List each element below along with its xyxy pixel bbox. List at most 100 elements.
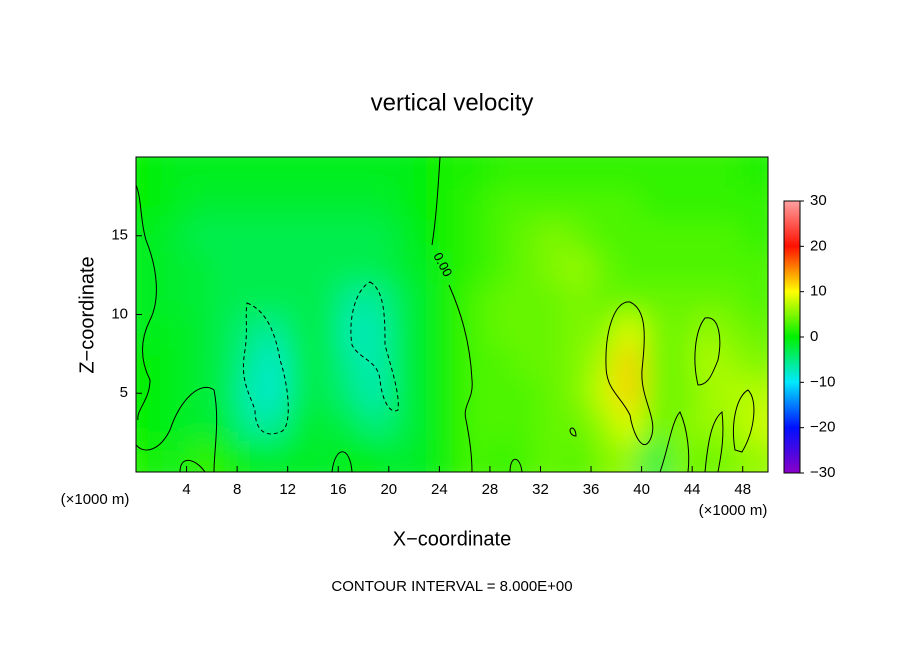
field-cell xyxy=(312,188,339,221)
field-cell xyxy=(641,251,668,284)
field-cell xyxy=(414,283,440,315)
field-cell xyxy=(287,157,314,189)
field-cell xyxy=(717,377,744,410)
field-cell xyxy=(489,346,516,378)
field-cell xyxy=(338,409,365,441)
x-tick-label: 20 xyxy=(380,481,397,498)
field-cell xyxy=(489,251,516,284)
field-cell xyxy=(692,157,718,189)
field-cell xyxy=(717,283,744,315)
field-cell xyxy=(464,188,491,221)
field-cell xyxy=(742,283,768,315)
field-cell xyxy=(338,220,365,252)
field-cell xyxy=(464,314,491,347)
field-cell xyxy=(262,314,289,347)
chart-title: vertical velocity xyxy=(371,89,534,116)
field-cell xyxy=(464,251,491,284)
contour-line xyxy=(605,301,654,446)
field-cell xyxy=(186,251,213,284)
field-cell xyxy=(211,188,238,221)
field-cell xyxy=(287,188,314,221)
field-cell xyxy=(591,283,617,315)
field-cell xyxy=(211,440,238,472)
x-tick-label: 44 xyxy=(684,481,701,498)
field-cell xyxy=(136,409,162,441)
field-cell xyxy=(161,377,188,410)
field-cell xyxy=(186,314,213,347)
field-cell xyxy=(692,188,718,221)
field-cell xyxy=(363,377,390,410)
field-cell xyxy=(641,314,668,347)
contour-line xyxy=(448,284,473,473)
field-cell xyxy=(161,314,188,347)
field-cell xyxy=(591,157,617,189)
field-cell xyxy=(287,346,314,378)
field-cell xyxy=(742,377,768,410)
field-cell xyxy=(666,377,693,410)
field-cell xyxy=(616,314,643,347)
x-tick-label: 8 xyxy=(233,481,241,498)
field-cell xyxy=(666,220,693,252)
field-cell xyxy=(414,409,440,441)
field-cell xyxy=(666,409,693,441)
field-cell xyxy=(439,188,466,221)
field-cell xyxy=(515,220,541,252)
field-cell xyxy=(692,251,718,284)
field-cell xyxy=(742,409,768,441)
field-cell xyxy=(439,377,466,410)
field-cell xyxy=(186,283,213,315)
field-cell xyxy=(742,188,768,221)
field-cell xyxy=(414,377,440,410)
field-cell xyxy=(211,220,238,252)
contour-line xyxy=(569,427,577,437)
field-cell xyxy=(363,157,390,189)
field-cell xyxy=(237,251,263,284)
cells xyxy=(136,157,768,472)
field-cell xyxy=(641,377,668,410)
field-cell xyxy=(616,283,643,315)
field-cell xyxy=(565,188,592,221)
field-cell xyxy=(717,314,744,347)
field-cell xyxy=(338,346,365,378)
x-tick-label: 24 xyxy=(431,481,448,498)
field-cell xyxy=(186,409,213,441)
field-cell xyxy=(211,346,238,378)
field-cell xyxy=(616,377,643,410)
field-cell xyxy=(312,440,339,472)
field-cell xyxy=(161,157,188,189)
contour-line xyxy=(659,411,690,473)
field-cell xyxy=(540,409,567,441)
field-cell xyxy=(136,188,162,221)
field-cell xyxy=(692,220,718,252)
field-cell xyxy=(262,283,289,315)
field-cell xyxy=(439,283,466,315)
field-cell xyxy=(287,220,314,252)
colorbar-tick-label: −20 xyxy=(810,419,835,436)
field-cell xyxy=(237,409,263,441)
field-cell xyxy=(363,409,390,441)
field-cell xyxy=(717,251,744,284)
field-cell xyxy=(161,251,188,284)
field-cell xyxy=(641,440,668,472)
field-cell xyxy=(439,440,466,472)
field-cell xyxy=(287,377,314,410)
field-cell xyxy=(591,251,617,284)
field-cell xyxy=(515,346,541,378)
field-cell xyxy=(565,377,592,410)
field-cell xyxy=(742,220,768,252)
field-cell xyxy=(540,346,567,378)
field-cell xyxy=(616,157,643,189)
x-tick-label: 16 xyxy=(330,481,347,498)
field-cell xyxy=(312,346,339,378)
x-tick-label: 32 xyxy=(532,481,549,498)
field-cell xyxy=(414,251,440,284)
field-cell xyxy=(414,157,440,189)
field-cell xyxy=(591,440,617,472)
field-cell xyxy=(666,157,693,189)
field-cell xyxy=(186,440,213,472)
field-cell xyxy=(363,346,390,378)
field-cell xyxy=(262,220,289,252)
field-cell xyxy=(717,346,744,378)
field-cell xyxy=(363,440,390,472)
field-cell xyxy=(186,220,213,252)
